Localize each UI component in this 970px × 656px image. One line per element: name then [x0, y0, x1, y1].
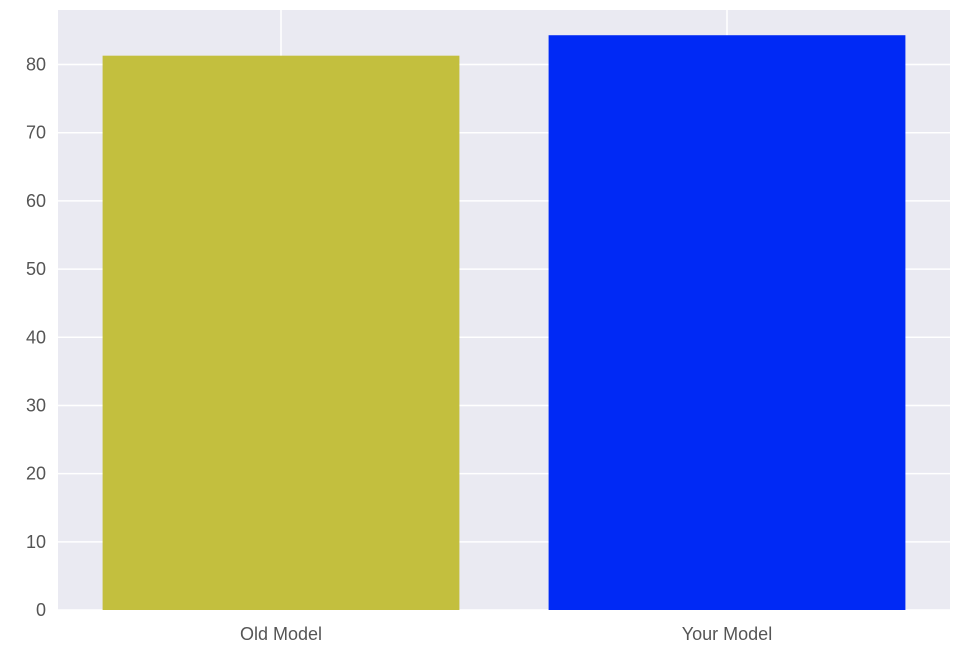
- y-tick-label: 60: [26, 191, 46, 211]
- y-tick-label: 20: [26, 464, 46, 484]
- y-tick-label: 10: [26, 532, 46, 552]
- bar-old-model: [102, 55, 460, 610]
- y-tick-label: 40: [26, 327, 46, 347]
- x-axis-ticks: Old Model Your Model: [240, 624, 772, 644]
- y-tick-label: 50: [26, 259, 46, 279]
- x-tick-label: Your Model: [682, 624, 772, 644]
- y-tick-label: 0: [36, 600, 46, 620]
- y-tick-label: 30: [26, 395, 46, 415]
- y-tick-label: 70: [26, 123, 46, 143]
- x-tick-label: Old Model: [240, 624, 322, 644]
- y-tick-label: 80: [26, 55, 46, 75]
- y-axis-ticks: 0 10 20 30 40 50 60 70 80: [26, 55, 46, 620]
- bar-your-model: [548, 35, 906, 610]
- bars: [102, 35, 906, 610]
